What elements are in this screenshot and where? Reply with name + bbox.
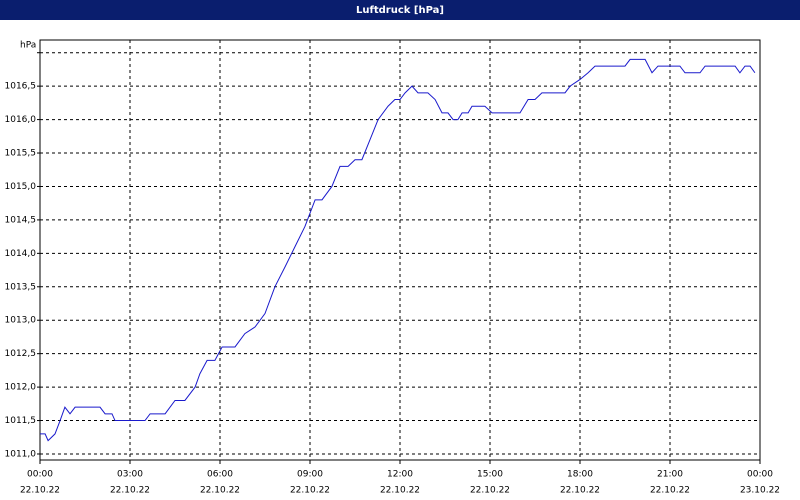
x-tick-date: 22.10.22 <box>290 486 330 496</box>
x-tick-label: 18:00 <box>567 470 593 480</box>
y-tick-label: 1011,5 <box>5 416 37 426</box>
y-tick-label: 1012,5 <box>5 349 37 359</box>
x-tick-date: 23.10.22 <box>740 486 780 496</box>
y-tick-label: 1015,5 <box>5 149 37 159</box>
x-tick-label: 21:00 <box>657 470 683 480</box>
x-tick-date: 22.10.22 <box>560 486 600 496</box>
y-tick-label: 1012,0 <box>5 383 37 393</box>
x-tick-date: 22.10.22 <box>200 486 240 496</box>
x-tick-label: 00:00 <box>747 470 773 480</box>
x-tick-date: 22.10.22 <box>110 486 150 496</box>
y-tick-label: 1013,5 <box>5 282 37 292</box>
x-tick-date: 22.10.22 <box>380 486 420 496</box>
x-tick-label: 06:00 <box>207 470 233 480</box>
y-axis-label: hPa <box>20 41 36 51</box>
x-tick-label: 09:00 <box>297 470 323 480</box>
y-tick-label: 1011,0 <box>5 449 37 459</box>
data-line <box>40 58 756 442</box>
chart-title: Luftdruck [hPa] <box>356 5 444 16</box>
y-tick-label: 1016,0 <box>5 115 37 125</box>
x-tick-date: 22.10.22 <box>470 486 510 496</box>
x-tick-date: 22.10.22 <box>20 486 60 496</box>
title-bar <box>0 0 800 20</box>
x-tick-label: 03:00 <box>117 470 143 480</box>
x-tick-label: 12:00 <box>387 470 413 480</box>
y-tick-label: 1016,5 <box>5 82 37 92</box>
x-tick-date: 22.10.22 <box>650 486 690 496</box>
y-tick-label: 1013,0 <box>5 316 37 326</box>
y-tick-label: 1014,0 <box>5 249 37 259</box>
y-tick-label: 1014,5 <box>5 215 37 225</box>
y-tick-label: 1015,0 <box>5 182 37 192</box>
x-tick-label: 15:00 <box>477 470 503 480</box>
x-tick-label: 00:00 <box>27 470 53 480</box>
